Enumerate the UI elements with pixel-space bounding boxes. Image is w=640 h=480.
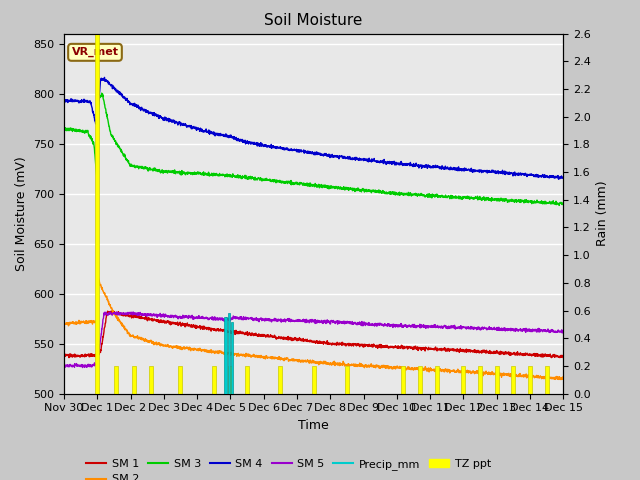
Bar xyxy=(418,366,422,394)
Bar xyxy=(179,366,182,394)
Bar xyxy=(228,366,232,394)
Bar xyxy=(245,366,249,394)
Y-axis label: Rain (mm): Rain (mm) xyxy=(596,181,609,246)
Bar xyxy=(278,366,282,394)
Bar xyxy=(132,366,136,394)
Bar xyxy=(345,366,349,394)
Bar xyxy=(224,317,227,394)
Bar xyxy=(435,366,439,394)
Bar xyxy=(148,366,152,394)
Bar xyxy=(95,34,99,394)
Title: Soil Moisture: Soil Moisture xyxy=(264,13,363,28)
Bar xyxy=(228,313,230,394)
Text: VR_met: VR_met xyxy=(72,47,118,58)
Bar xyxy=(212,366,216,394)
X-axis label: Time: Time xyxy=(298,419,329,432)
Bar xyxy=(528,366,532,394)
Bar xyxy=(113,366,118,394)
Bar xyxy=(495,366,499,394)
Bar xyxy=(511,366,515,394)
Bar xyxy=(478,366,482,394)
Bar xyxy=(461,366,465,394)
Bar xyxy=(401,366,406,394)
Y-axis label: Soil Moisture (mV): Soil Moisture (mV) xyxy=(15,156,28,271)
Bar xyxy=(231,322,233,394)
Bar xyxy=(545,366,548,394)
Legend: SM 1, SM 2, SM 3, SM 4, SM 5, Precip_mm, TZ ppt: SM 1, SM 2, SM 3, SM 4, SM 5, Precip_mm,… xyxy=(82,455,495,480)
Bar xyxy=(312,366,316,394)
